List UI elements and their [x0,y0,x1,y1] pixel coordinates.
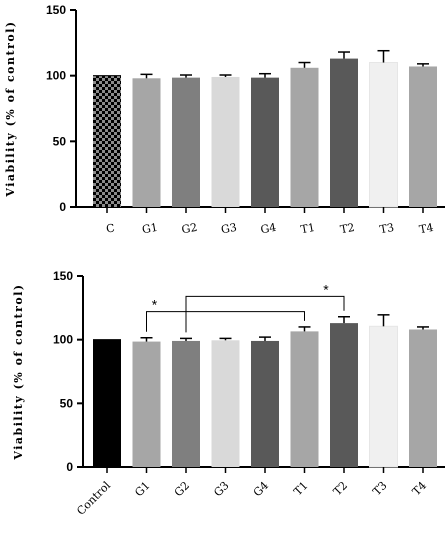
bar-T1 [290,67,319,207]
y-tick-label: 0 [59,200,66,214]
bar-C [93,75,121,208]
significance-star: * [323,281,329,297]
x-tick-label: T4 [410,479,429,498]
x-tick-label: T2 [331,479,350,498]
x-tick-label: T1 [291,479,310,498]
y-tick-label: 50 [53,134,67,148]
y-tick-label: 100 [53,333,73,347]
y-axis-label: Viability (% of control) [4,20,17,197]
x-tick-label: G4 [259,221,277,237]
y-axis-label: Viability (% of control) [12,283,25,460]
x-tick-label: G2 [180,221,198,237]
bar-T1 [290,331,319,467]
y-tick-label: 50 [60,396,74,410]
x-tick-label: T2 [339,221,355,236]
y-tick-label: 150 [53,269,73,283]
bar-G1 [132,341,161,467]
bar-G3 [211,76,240,207]
x-tick-label: G2 [172,479,192,499]
x-tick-label: G1 [141,221,159,237]
bar-Control [93,339,121,467]
x-tick-label: C [105,221,116,235]
bar-T2 [330,58,358,207]
significance-bracket [146,311,305,332]
bar-T4 [409,329,437,467]
y-tick-label: 150 [46,3,66,17]
bar-T4 [409,66,437,208]
y-tick-label: 0 [66,460,73,474]
bar-G1 [132,78,161,207]
bar-G4 [251,340,279,467]
x-tick-label: G3 [220,221,238,237]
bar-G2 [172,77,200,208]
significance-star: * [152,297,158,313]
chart-panel-1: 0 50 100 150 Viability (% of control) C G1 G2 G3… [4,3,445,236]
x-tick-label: T4 [418,221,434,236]
x-tick-label: G1 [132,479,152,499]
x-tick-label: G3 [211,479,231,499]
bar-T2 [330,323,358,467]
x-tick-label: T3 [370,479,389,498]
x-tick-label: T1 [300,221,316,236]
x-tick-label: Control [74,479,113,518]
bar-T3 [369,62,398,208]
y-tick-label: 100 [46,69,66,83]
x-tick-label: G4 [251,479,271,499]
bar-T3 [369,325,398,468]
bar-G3 [211,340,240,467]
bar-G2 [172,340,200,467]
significance-bracket [185,295,345,333]
chart-panel-2: 0 50 100 150 Viability (% of control) Control… [12,269,445,518]
x-tick-label: T3 [379,221,395,236]
bar-G4 [251,77,279,208]
